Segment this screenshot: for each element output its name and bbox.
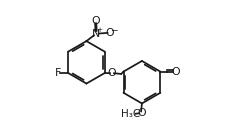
Text: O: O xyxy=(137,108,146,118)
Text: N: N xyxy=(92,29,100,38)
Text: O: O xyxy=(171,67,180,77)
Text: O: O xyxy=(105,28,114,38)
Text: O: O xyxy=(91,16,100,26)
Text: +: + xyxy=(97,27,103,33)
Text: H₃C: H₃C xyxy=(121,109,140,119)
Text: O: O xyxy=(108,68,116,78)
Text: F: F xyxy=(55,68,61,78)
Text: −: − xyxy=(110,25,117,35)
